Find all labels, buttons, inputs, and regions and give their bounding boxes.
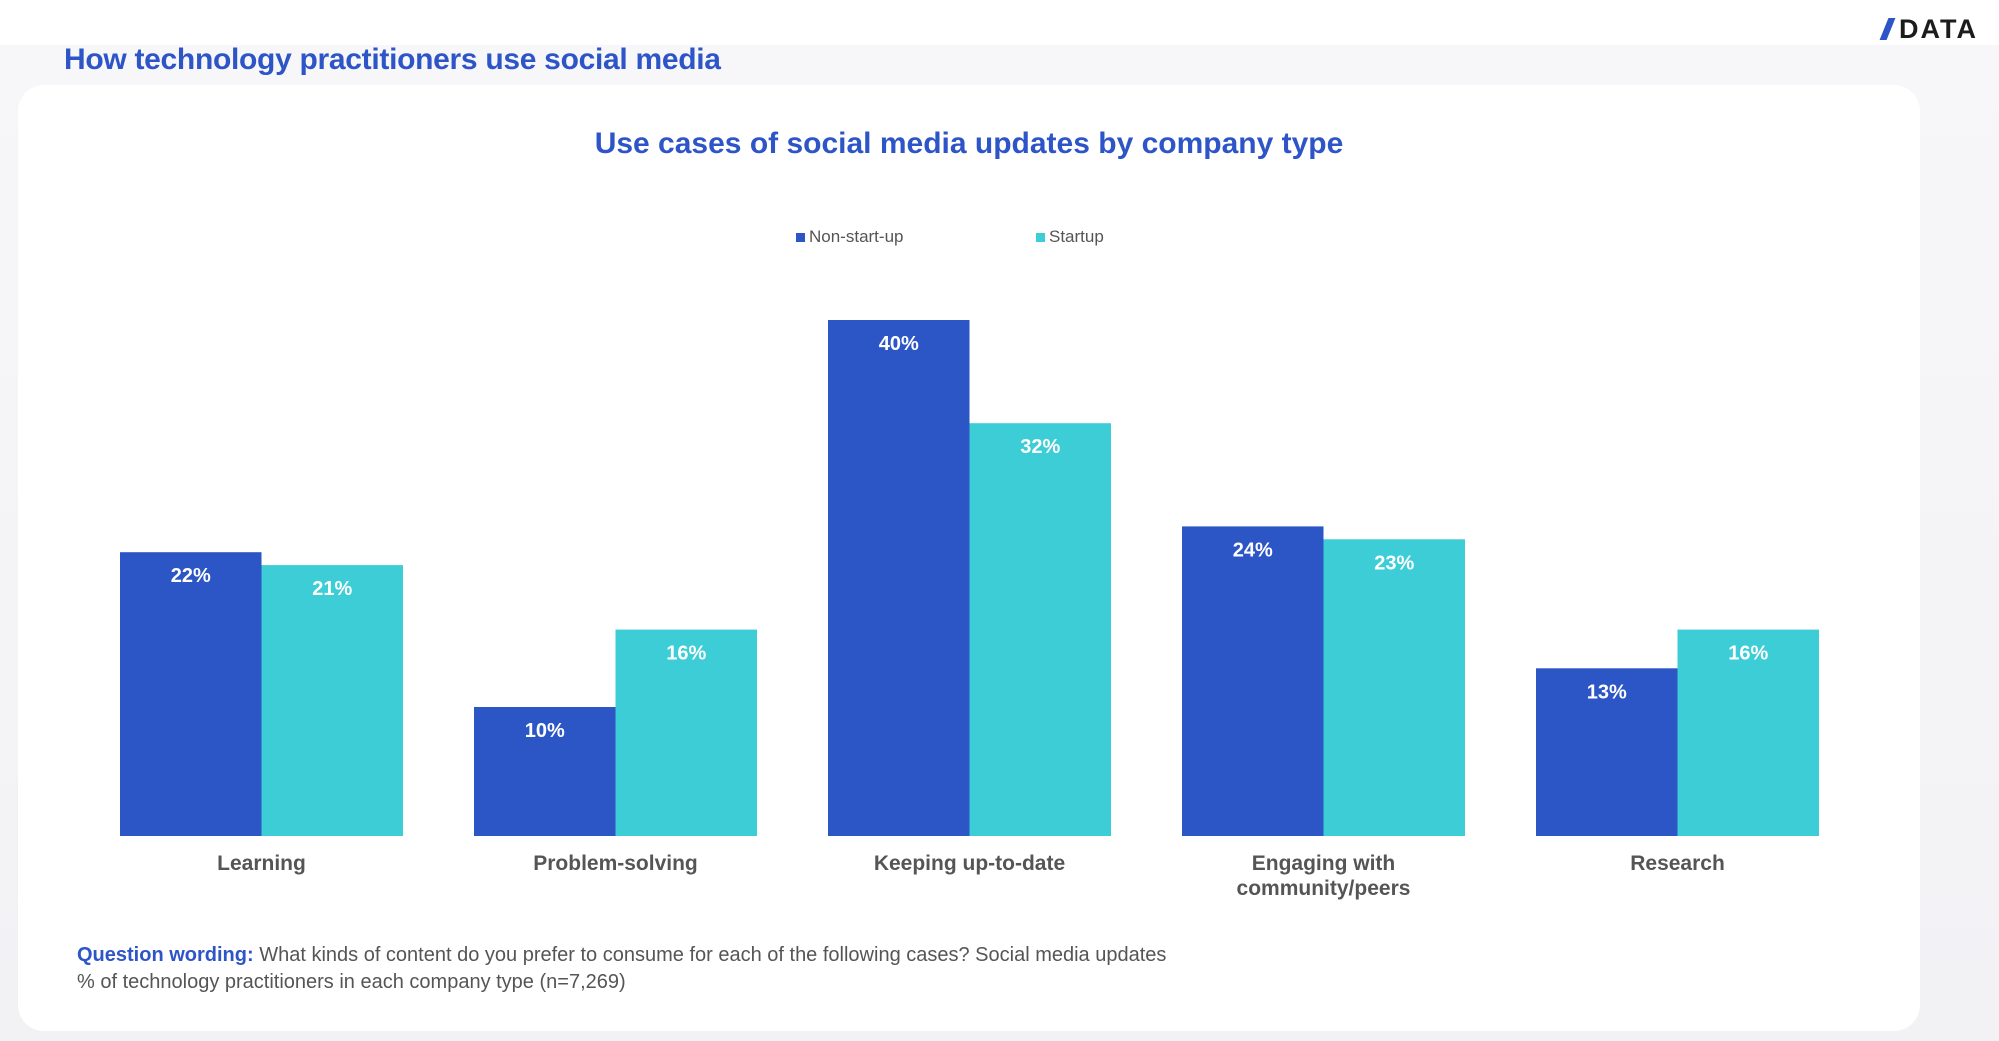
bar-non-start-up-4	[1536, 668, 1678, 836]
bar-value-label: 40%	[879, 333, 919, 355]
category-label: Learning	[217, 852, 306, 875]
bar-value-label: 22%	[171, 565, 211, 587]
chart-title: Use cases of social media updates by com…	[594, 127, 1344, 160]
bar-value-label: 10%	[525, 720, 565, 742]
bar-value-label: 16%	[1728, 643, 1768, 665]
bar-startup-2	[969, 423, 1111, 836]
chart-card: Use cases of social media updates by com…	[18, 85, 1920, 1031]
category-label: community/peers	[1237, 877, 1411, 900]
page-title: How technology practitioners use social …	[64, 43, 721, 76]
category-label: Problem-solving	[533, 852, 698, 875]
bar-value-label: 23%	[1374, 552, 1414, 574]
bar-startup-1	[615, 629, 757, 836]
bar-value-label: 16%	[666, 643, 706, 665]
bar-value-label: 32%	[1020, 436, 1060, 458]
bar-non-start-up-2	[828, 320, 970, 836]
footer-note: Question wording: What kinds of content …	[77, 942, 1166, 996]
brand-logo: DATA	[1879, 13, 1978, 44]
legend-swatch-startup	[1036, 232, 1045, 242]
bar-startup-3	[1323, 539, 1465, 836]
legend-item-non-startup: Non-start-up	[796, 227, 903, 247]
category-label: Keeping up-to-date	[874, 852, 1065, 875]
bar-value-label: 13%	[1587, 681, 1627, 703]
chart-legend: Non-start-up Startup	[18, 227, 1920, 249]
question-label: Question wording:	[77, 944, 254, 966]
bar-startup-0	[261, 565, 403, 836]
logo-slash-icon	[1879, 18, 1896, 40]
question-wording: Question wording: What kinds of content …	[77, 942, 1166, 969]
bar-value-label: 21%	[312, 578, 352, 600]
category-label: Research	[1630, 852, 1725, 875]
sample-note: % of technology practitioners in each co…	[77, 971, 626, 993]
legend-item-startup: Startup	[1036, 227, 1104, 247]
legend-label: Startup	[1049, 227, 1104, 246]
bar-non-start-up-1	[474, 707, 616, 836]
category-label: Engaging with	[1252, 852, 1395, 875]
legend-swatch-non-startup	[796, 232, 805, 242]
bar-non-start-up-0	[120, 552, 262, 836]
logo-text: DATA	[1899, 13, 1978, 44]
bar-non-start-up-3	[1182, 526, 1324, 836]
bar-startup-4	[1677, 629, 1819, 836]
legend-label: Non-start-up	[809, 227, 904, 246]
question-text: What kinds of content do you prefer to c…	[253, 944, 1167, 966]
bar-chart: 22% 21% Learning 10% 16% Problem-solving 40% 32…	[120, 320, 1819, 900]
bar-value-label: 24%	[1233, 539, 1273, 561]
